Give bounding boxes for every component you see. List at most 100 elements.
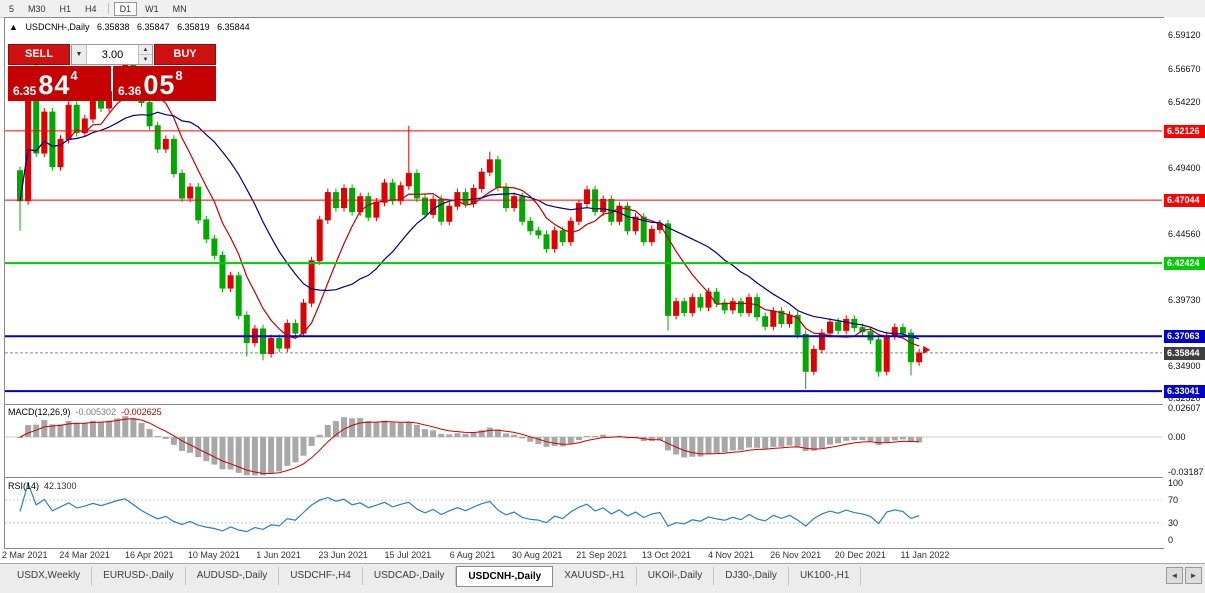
date-label: 21 Sep 2021	[576, 550, 628, 560]
macd-histogram-group	[17, 416, 923, 476]
volume-stepper: ▲ ▼	[138, 45, 152, 64]
date-label: 4 Nov 2021	[708, 550, 755, 560]
tab-ukoil-daily[interactable]: UKOil-,Daily	[637, 567, 715, 585]
sell-price-display[interactable]: 6.35 84 4	[8, 66, 111, 101]
buy-button[interactable]: BUY	[154, 44, 216, 65]
ohlc-open: 6.35838	[96, 22, 130, 32]
price-arrow-icon	[923, 345, 931, 354]
period-button-d1[interactable]: D1	[113, 1, 138, 16]
macd-axis-tick: 0.00	[1168, 432, 1186, 442]
date-label: 10 May 2021	[187, 550, 240, 560]
date-label: 16 Apr 2021	[124, 550, 174, 560]
price-level-label: 6.52126	[1164, 124, 1205, 138]
ohlc-close: 6.35844	[217, 22, 250, 32]
tab-usdx-weekly[interactable]: USDX,Weekly	[6, 567, 93, 585]
price-axis-tick: 6.54220	[1168, 97, 1201, 108]
price-chart-panel[interactable]	[5, 18, 1162, 404]
tab-usdcad-daily[interactable]: USDCAD-,Daily	[363, 567, 457, 585]
chart-tab-bar: USDX,Weekly EURUSD-,Daily AUDUSD-,Daily …	[0, 563, 1205, 593]
date-label: 11 Jan 2022	[900, 550, 950, 560]
price-axis-tick: 6.44560	[1168, 229, 1201, 240]
sell-price-main: 6.35	[13, 84, 37, 98]
tab-audusd-daily[interactable]: AUDUSD-,Daily	[186, 567, 280, 585]
chart-title-line: ▲ USDCNH-,Daily 6.35838 6.35847 6.35819 …	[9, 22, 255, 32]
buy-price-main: 6.36	[118, 84, 142, 98]
macd-main-value: -0.005302	[75, 407, 117, 417]
rsi-axis-tick: 30	[1168, 517, 1179, 528]
ma-fast-line	[19, 86, 920, 347]
rsi-axis-tick: 70	[1168, 495, 1179, 506]
period-button-h1[interactable]: H1	[59, 3, 72, 14]
date-label: 15 Jul 2021	[384, 550, 432, 560]
sell-button[interactable]: SELL	[8, 44, 70, 65]
rsi-indicator-panel[interactable]	[5, 478, 1162, 546]
macd-indicator-panel[interactable]	[5, 405, 1162, 477]
tab-eurusd-daily[interactable]: EURUSD-,Daily	[92, 567, 186, 585]
price-level-label: 6.37063	[1164, 330, 1205, 344]
tab-usdchf-h4[interactable]: USDCHF-,H4	[279, 567, 363, 585]
tab-usdcnh-daily[interactable]: USDCNH-,Daily	[456, 566, 554, 587]
price-axis-tick: 6.34900	[1168, 360, 1201, 371]
macd-axis-tick: -0.03187	[1168, 467, 1204, 478]
ma-slow-line	[19, 111, 920, 340]
tab-scroll-right-icon[interactable]: ►	[1185, 567, 1202, 584]
price-axis-tick: 6.56670	[1168, 63, 1201, 74]
period-button-h4[interactable]: H4	[85, 3, 97, 14]
sell-price-pips: 84	[38, 70, 71, 100]
price-level-label: 6.47044	[1164, 194, 1205, 208]
date-label: 6 Aug 2021	[449, 550, 496, 560]
price-axis-tick: 6.59120	[1168, 30, 1201, 41]
tab-dj30-daily[interactable]: DJ30-,Daily	[714, 567, 789, 585]
volume-box: ▼ 3.00 ▲ ▼	[71, 44, 153, 65]
buy-price-point: 8	[175, 68, 183, 83]
date-label: 23 Jun 2021	[318, 550, 368, 560]
period-button-mn[interactable]: MN	[172, 3, 187, 14]
period-toolbar: 5 M30 H1 H4 D1 W1 MN	[0, 0, 1205, 18]
rsi-title: RSI(14)	[8, 481, 40, 491]
macd-signal-value: -0.002625	[121, 407, 162, 417]
chart-window-frame	[4, 17, 1165, 549]
volume-input[interactable]: 3.00	[101, 48, 124, 61]
ohlc-high: 6.35847	[137, 22, 170, 32]
macd-axis-tick: 0.02607	[1168, 403, 1201, 413]
macd-panel-divider[interactable]	[4, 404, 1163, 405]
rsi-axis-tick: 0	[1168, 535, 1174, 545]
price-level-label: 6.35844	[1164, 346, 1205, 360]
rsi-axis-tick: 100	[1168, 478, 1184, 488]
chart-marker-icon: ▲	[9, 22, 18, 32]
period-button-m30[interactable]: M30	[28, 3, 46, 14]
rsi-value: 42.1300	[44, 481, 77, 491]
rsi-line	[19, 481, 920, 533]
volume-dropdown-caret-icon[interactable]: ▼	[72, 45, 87, 64]
price-axis[interactable]	[1164, 17, 1205, 563]
tab-xauusd-h1[interactable]: XAUUSD-,H1	[553, 567, 637, 585]
buy-price-pips: 05	[143, 70, 176, 100]
volume-step-down-icon[interactable]: ▼	[139, 55, 152, 64]
date-label: 30 Aug 2021	[511, 550, 563, 560]
buy-price-display[interactable]: 6.36 05 8	[113, 66, 216, 101]
sell-price-point: 4	[70, 68, 78, 83]
date-label: 26 Nov 2021	[770, 550, 822, 560]
volume-step-up-icon[interactable]: ▲	[139, 45, 152, 55]
rsi-label-line: RSI(14) 42.1300	[8, 481, 77, 491]
date-label: 24 Mar 2021	[59, 550, 110, 560]
price-axis-tick: 6.39730	[1168, 294, 1201, 305]
period-button-m5[interactable]: 5	[9, 3, 15, 14]
chart-symbol-label: USDCNH-,Daily	[25, 22, 90, 32]
period-button-w1[interactable]: W1	[145, 3, 159, 14]
macd-label-line: MACD(12,26,9) -0.005302 -0.002625	[8, 407, 162, 417]
price-axis-tick: 6.49400	[1168, 163, 1201, 174]
tab-scroll-left-icon[interactable]: ◄	[1166, 567, 1183, 584]
price-axis-tick: 6.32520	[1168, 393, 1201, 404]
macd-title: MACD(12,26,9)	[8, 407, 71, 417]
date-label: 13 Oct 2021	[641, 550, 691, 560]
rsi-panel-divider[interactable]	[4, 477, 1163, 478]
date-label: 2 Mar 2021	[2, 550, 48, 560]
date-label: 1 Jun 2021	[256, 550, 301, 560]
tab-scroll-controls: ◄ ►	[1166, 567, 1202, 584]
tab-uk100-h1[interactable]: UK100-,H1	[789, 567, 862, 585]
toolbar-separator	[107, 3, 109, 14]
macd-signal-line	[19, 418, 920, 474]
date-label: 20 Dec 2021	[834, 550, 886, 560]
